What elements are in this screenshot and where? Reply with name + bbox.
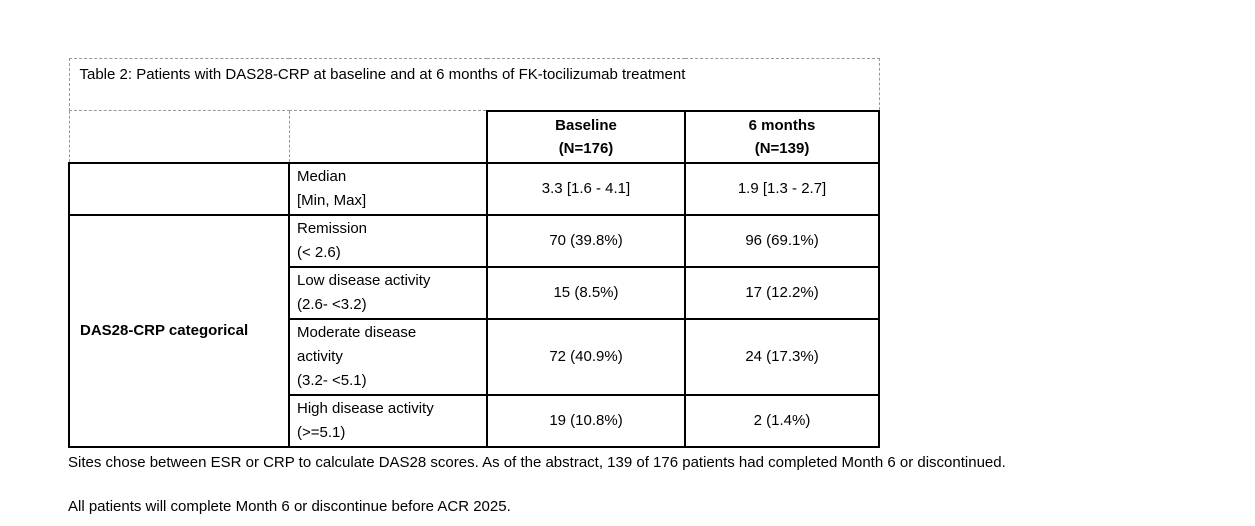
table-title: Table 2: Patients with DAS28-CRP at base… (68, 58, 880, 111)
row-remission: DAS28-CRP categorical Remission (< 2.6) … (68, 213, 881, 448)
high-disease-6-months-value: 2 (1.4%) (683, 393, 881, 448)
header-empty-cell-1 (68, 110, 290, 163)
col-header-6-months-n: (N=139) (754, 139, 810, 157)
remission-baseline-value: 70 (39.8%) (486, 213, 686, 268)
moderate-disease-baseline-value: 72 (40.9%) (486, 317, 686, 396)
col-header-6-months: 6 months (N=139) (683, 109, 881, 164)
row-median: Median [Min, Max] 3.3 [1.6 - 4.1] 1.9 [1… (68, 161, 881, 216)
document-page: Table 2: Patients with DAS28-CRP at base… (68, 58, 1218, 517)
moderate-disease-label: Moderate disease activity (297, 323, 417, 365)
row-label-moderate-disease-activity: Moderate disease activity (3.2- <5.1) (288, 317, 488, 396)
median-left-empty-cell (68, 161, 290, 216)
low-disease-6-months-value: 17 (12.2%) (683, 265, 881, 320)
das28-crp-table: Table 2: Patients with DAS28-CRP at base… (68, 58, 881, 448)
col-header-baseline-label: Baseline (555, 116, 617, 134)
row-label-high-disease-activity: High disease activity (>=5.1) (288, 393, 488, 448)
row-high-disease-activity: High disease activity (>=5.1) 19 (10.8%)… (69, 393, 881, 448)
high-disease-label: High disease activity (297, 399, 434, 417)
moderate-disease-6-months-value: 24 (17.3%) (683, 317, 881, 396)
median-label: Median (297, 167, 347, 185)
footnotes: Sites chose between ESR or CRP to calcul… (68, 453, 1218, 517)
remission-threshold: (< 2.6) (297, 243, 341, 261)
remission-6-months-value: 96 (69.1%) (683, 213, 881, 268)
footnote-sites: Sites chose between ESR or CRP to calcul… (68, 453, 1006, 471)
low-disease-label: Low disease activity (297, 271, 431, 289)
row-label-remission: Remission (< 2.6) (288, 213, 488, 268)
low-disease-threshold: (2.6- <3.2) (297, 295, 367, 313)
table-title-row: Table 2: Patients with DAS28-CRP at base… (68, 58, 880, 111)
group-label-das28-crp-categorical: DAS28-CRP categorical (68, 213, 290, 448)
median-range-label: [Min, Max] (297, 191, 367, 209)
row-label-low-disease-activity: Low disease activity (2.6- <3.2) (288, 265, 488, 320)
low-disease-baseline-value: 15 (8.5%) (486, 265, 686, 320)
col-header-6-months-label: 6 months (748, 116, 816, 134)
table-header-row: Baseline (N=176) 6 months (N=139) (68, 109, 881, 164)
moderate-disease-threshold: (3.2- <5.1) (297, 371, 367, 389)
col-header-baseline: Baseline (N=176) (486, 109, 686, 164)
remission-label: Remission (297, 219, 368, 237)
high-disease-threshold: (>=5.1) (297, 423, 346, 441)
high-disease-baseline-value: 19 (10.8%) (486, 393, 686, 448)
row-low-disease-activity: Low disease activity (2.6- <3.2) 15 (8.5… (69, 265, 881, 320)
header-empty-cell-2 (288, 110, 488, 163)
row-moderate-disease-activity: Moderate disease activity (3.2- <5.1) 72… (69, 317, 881, 396)
median-6-months-value: 1.9 [1.3 - 2.7] (683, 161, 881, 216)
col-header-baseline-n: (N=176) (558, 139, 614, 157)
row-label-median: Median [Min, Max] (288, 161, 488, 216)
footnote-completion: All patients will complete Month 6 or di… (68, 497, 511, 515)
median-baseline-value: 3.3 [1.6 - 4.1] (486, 161, 686, 216)
